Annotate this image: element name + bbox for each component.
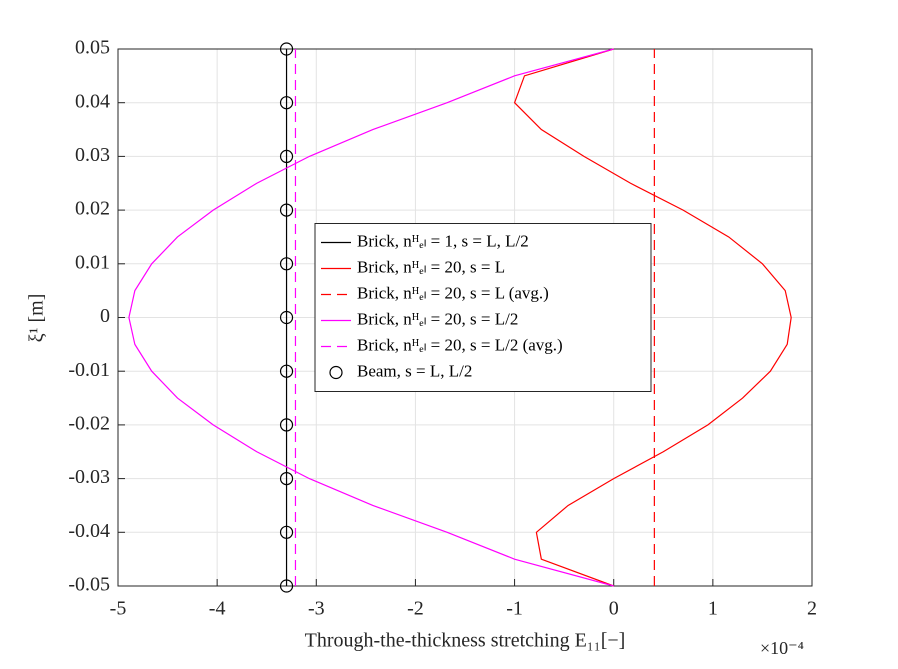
legend-label: Brick, nᴴₑₗ = 20, s = L [357,257,505,276]
x-axis-label: Through-the-thickness stretching E₁₁[−] [305,630,626,652]
x-tick-label: -5 [110,598,127,620]
y-tick-label: 0.05 [75,37,110,59]
legend-box [314,223,652,392]
marker [279,364,294,378]
y-tick-label: -0.02 [68,412,110,434]
x-tick-label: 1 [708,598,718,620]
x-tick-label: -1 [506,598,523,620]
x-tick-label: -3 [308,598,325,620]
y-tick-label: 0.02 [75,198,110,220]
legend-label: Brick, nᴴₑₗ = 20, s = L/2 [357,309,518,328]
marker [279,203,294,217]
marker [279,96,294,110]
legend-label: Beam, s = L, L/2 [357,361,472,380]
y-tick-label: 0.03 [75,144,110,166]
y-tick-label: 0 [100,305,110,327]
y-axis-label: ξ¹ [m] [26,294,48,343]
marker [279,42,294,56]
marker [279,418,294,432]
legend-label: Brick, nᴴₑₗ = 20, s = L/2 (avg.) [357,335,563,354]
x-multiplier: ×10⁻⁴ [760,638,804,658]
x-tick-label: -2 [407,598,424,620]
legend-label: Brick, nᴴₑₗ = 20, s = L (avg.) [357,283,549,302]
series-line [513,48,792,587]
x-tick-label: 2 [807,598,817,620]
marker [279,149,294,163]
plot-frame [117,48,813,587]
x-tick-label: 0 [609,598,619,620]
y-tick-label: 0.04 [75,90,110,112]
marker [279,257,294,271]
marker [279,579,294,593]
y-tick-label: -0.04 [68,520,110,542]
x-tick-label: -4 [209,598,226,620]
y-tick-label: 0.01 [75,251,110,273]
legend-label: Brick, nᴴₑₗ = 1, s = L, L/2 [357,231,529,250]
legend-swatch [329,365,343,380]
y-tick-label: -0.01 [68,359,110,381]
marker [279,525,294,539]
marker [279,472,294,486]
y-tick-label: -0.05 [68,574,110,596]
y-tick-label: -0.03 [68,466,110,488]
series-line [128,48,614,587]
legend: Brick, nᴴₑₗ = 1, s = L, L/2 Brick, nᴴₑₗ =… [314,223,652,392]
marker [279,310,294,325]
